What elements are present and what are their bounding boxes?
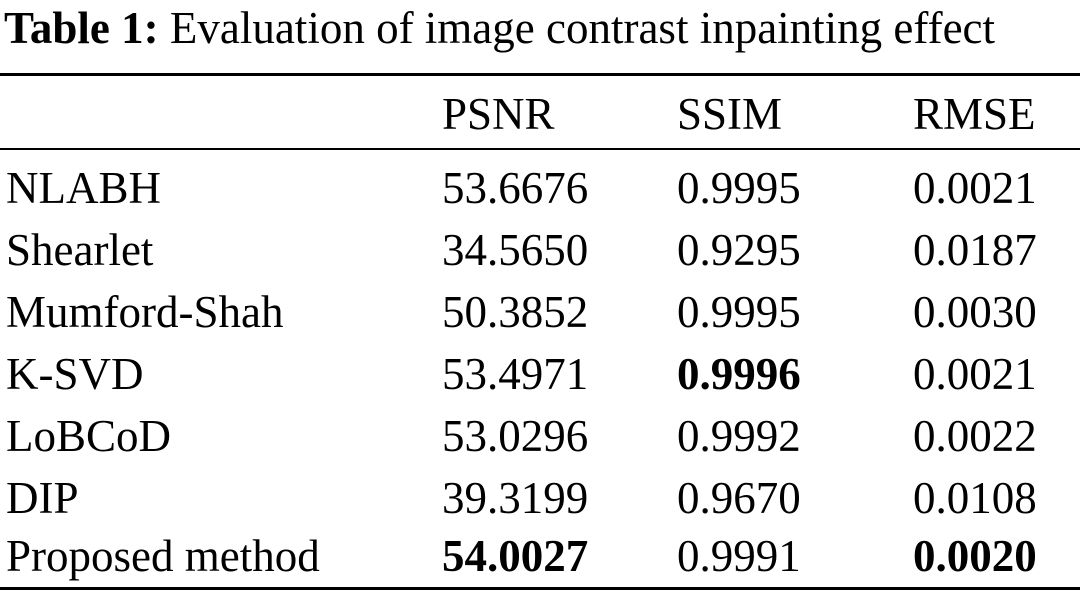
ssim-cell: 0.9995 xyxy=(677,287,801,337)
table-row: NLABH 53.6676 0.9995 0.0021 xyxy=(0,157,1080,219)
rmse-cell-best: 0.0020 xyxy=(913,531,1037,581)
ssim-cell: 0.9992 xyxy=(677,411,801,461)
table-row: Proposed method 54.0027 0.9991 0.0020 xyxy=(0,525,1080,587)
table-header-rule xyxy=(0,148,1080,150)
rmse-cell: 0.0187 xyxy=(913,225,1037,275)
ssim-cell: 0.9991 xyxy=(677,531,801,581)
method-cell: NLABH xyxy=(6,163,161,213)
ssim-cell: 0.9295 xyxy=(677,225,801,275)
psnr-cell: 39.3199 xyxy=(442,473,589,523)
method-cell: K-SVD xyxy=(6,349,144,399)
header-ssim: SSIM xyxy=(677,89,783,139)
table-row: Mumford-Shah 50.3852 0.9995 0.0030 xyxy=(0,281,1080,343)
method-cell: LoBCoD xyxy=(6,411,172,461)
psnr-cell: 53.0296 xyxy=(442,411,589,461)
table-row: Shearlet 34.5650 0.9295 0.0187 xyxy=(0,219,1080,281)
ssim-cell-best: 0.9996 xyxy=(677,349,801,399)
header-rmse: RMSE xyxy=(913,89,1036,139)
table-caption-text: Evaluation of image contrast inpainting … xyxy=(169,3,996,53)
method-cell: DIP xyxy=(6,473,79,523)
rmse-cell: 0.0108 xyxy=(913,473,1037,523)
psnr-cell: 34.5650 xyxy=(442,225,589,275)
table-bottom-rule xyxy=(0,587,1080,590)
psnr-cell: 53.4971 xyxy=(442,349,589,399)
method-cell: Shearlet xyxy=(6,225,154,275)
table-row: K-SVD 53.4971 0.9996 0.0021 xyxy=(0,343,1080,405)
table-caption: Table 1: Evaluation of image contrast in… xyxy=(4,0,995,56)
table-caption-label: Table 1: xyxy=(4,3,159,53)
psnr-cell: 53.6676 xyxy=(442,163,589,213)
ssim-cell: 0.9995 xyxy=(677,163,801,213)
method-cell: Proposed method xyxy=(6,531,320,581)
rmse-cell: 0.0022 xyxy=(913,411,1037,461)
rmse-cell: 0.0021 xyxy=(913,163,1037,213)
table-top-rule xyxy=(0,73,1080,76)
rmse-cell: 0.0021 xyxy=(913,349,1037,399)
table-header-row: PSNR SSIM RMSE xyxy=(0,83,1080,145)
ssim-cell: 0.9670 xyxy=(677,473,801,523)
header-psnr: PSNR xyxy=(442,89,555,139)
rmse-cell: 0.0030 xyxy=(913,287,1037,337)
psnr-cell: 50.3852 xyxy=(442,287,589,337)
psnr-cell-best: 54.0027 xyxy=(442,531,589,581)
table-row: DIP 39.3199 0.9670 0.0108 xyxy=(0,467,1080,529)
method-cell: Mumford-Shah xyxy=(6,287,284,337)
table-row: LoBCoD 53.0296 0.9992 0.0022 xyxy=(0,405,1080,467)
